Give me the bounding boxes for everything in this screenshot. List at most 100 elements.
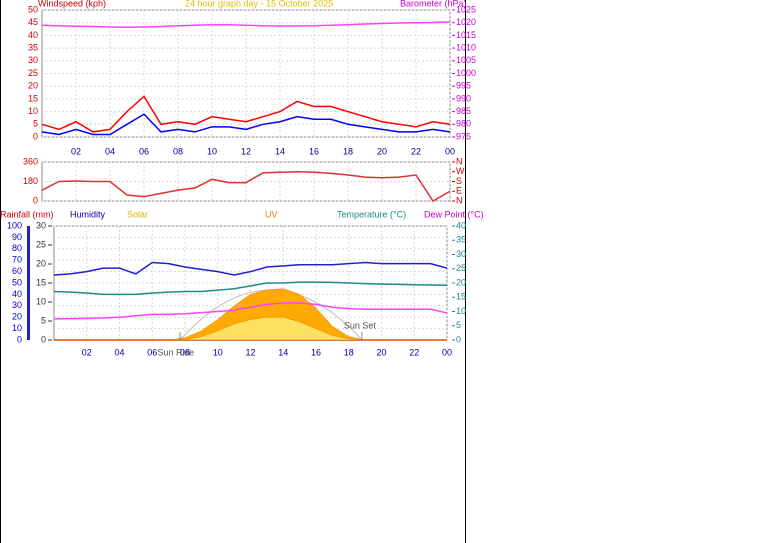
x-tick-label: 20 [377,146,387,156]
y-tick-label: 90 [12,232,22,242]
y-tick-label: 40 [12,289,22,299]
legend-temperature: Temperature (°C) [337,209,406,219]
y-tick-label: 20 [456,277,466,287]
y-tick-label: 25 [36,239,46,249]
y-tick-label: 1025 [456,4,476,14]
legend-humidity: Humidity [70,209,106,219]
y-tick-label: 45 [28,17,38,27]
y-tick-label: 40 [456,220,466,230]
y-tick-label: 30 [28,55,38,65]
series-line [41,21,451,29]
series-line [41,113,451,136]
x-tick-label: 04 [114,347,124,357]
y-tick-label: 0 [17,334,22,344]
x-tick-label: 14 [275,146,285,156]
series-line [41,170,451,203]
x-tick-label: 22 [409,347,419,357]
x-tick-label: 20 [376,347,386,357]
y-tick-label: N [456,195,463,205]
y-tick-label: 15 [36,277,46,287]
annotation: Sun Rise [158,347,195,357]
y-tick-label: N [456,156,463,166]
y-tick-label: 995 [456,81,471,91]
y-tick-label: 1020 [456,17,476,27]
y-tick-label: 1015 [456,30,476,40]
series-area [54,316,447,341]
x-tick-label: 12 [241,146,251,156]
x-tick-label: 04 [105,146,115,156]
legend-uv: UV [265,209,278,219]
y-tick-label: 25 [28,68,38,78]
y-tick-label: E [456,186,462,196]
y-tick-label: 980 [456,119,471,129]
y-tick-label: 10 [36,296,46,306]
x-tick-label: 10 [213,347,223,357]
y-tick-label: 0 [33,131,38,141]
legend-solar: Solar [127,209,148,219]
y-tick-label: 60 [12,266,22,276]
y-tick-label: 990 [456,93,471,103]
y-tick-label: 40 [28,30,38,40]
y-tick-label: 1000 [456,68,476,78]
y-tick-label: 30 [36,220,46,230]
series-line [53,302,448,320]
x-tick-label: 08 [180,347,190,357]
y-tick-label: 5 [33,119,38,129]
y-tick-label: 20 [36,258,46,268]
series-line [53,281,448,296]
humidity-axis-bar [27,226,30,340]
y-tick-label: 1005 [456,55,476,65]
y-tick-label: S [456,176,462,186]
x-tick-label: 14 [278,347,288,357]
legend-dew-point: Dew Point (°C) [424,209,484,219]
x-tick-label: 00 [442,347,452,357]
x-tick-label: 08 [173,146,183,156]
y-tick-label: 10 [456,306,466,316]
series-line [53,261,448,276]
y-tick-label: 80 [12,243,22,253]
y-tick-label: 70 [12,255,22,265]
y-axis-label: Windspeed (kph) [38,0,106,8]
y-tick-label: 50 [28,4,38,14]
y-tick-label: 30 [456,249,466,259]
y-tick-label: 15 [28,93,38,103]
legend-rainfall: Rainfall (mm) [0,209,54,219]
y-tick-label: 35 [28,42,38,52]
y-tick-label: 35 [456,235,466,245]
y-tick-label: 50 [12,277,22,287]
x-tick-label: 00 [445,146,455,156]
y-tick-label: 10 [12,323,22,333]
x-tick-label: 18 [344,347,354,357]
y-tick-label: 180 [23,176,38,186]
y-tick-label: 30 [12,300,22,310]
y-tick-label: 10 [28,106,38,116]
x-tick-label: 12 [245,347,255,357]
y-tick-label: 0 [41,334,46,344]
y-tick-label: 975 [456,131,471,141]
x-tick-label: 16 [309,146,319,156]
x-tick-label: 02 [82,347,92,357]
y-tick-label: 985 [456,106,471,116]
series-line [41,95,451,133]
y-tick-label: 20 [28,81,38,91]
annotation: Sun Set [344,320,377,330]
x-tick-label: 06 [147,347,157,357]
y-tick-label: 360 [23,156,38,166]
y-tick-label: 15 [456,292,466,302]
y-tick-label: 5 [456,320,461,330]
x-tick-label: 18 [343,146,353,156]
y-tick-label: 25 [456,263,466,273]
y-tick-label: 100 [7,220,22,230]
y-tick-label: 0 [456,334,461,344]
x-tick-label: 10 [207,146,217,156]
y2-axis-label: Barometer (hPa) [400,0,467,8]
y-tick-label: 20 [12,312,22,322]
y-tick-label: 0 [33,195,38,205]
x-tick-label: 16 [311,347,321,357]
y-tick-label: W [456,166,465,176]
y-tick-label: 1010 [456,42,476,52]
x-tick-label: 06 [139,146,149,156]
x-tick-label: 02 [71,146,81,156]
y-tick-label: 5 [41,315,46,325]
